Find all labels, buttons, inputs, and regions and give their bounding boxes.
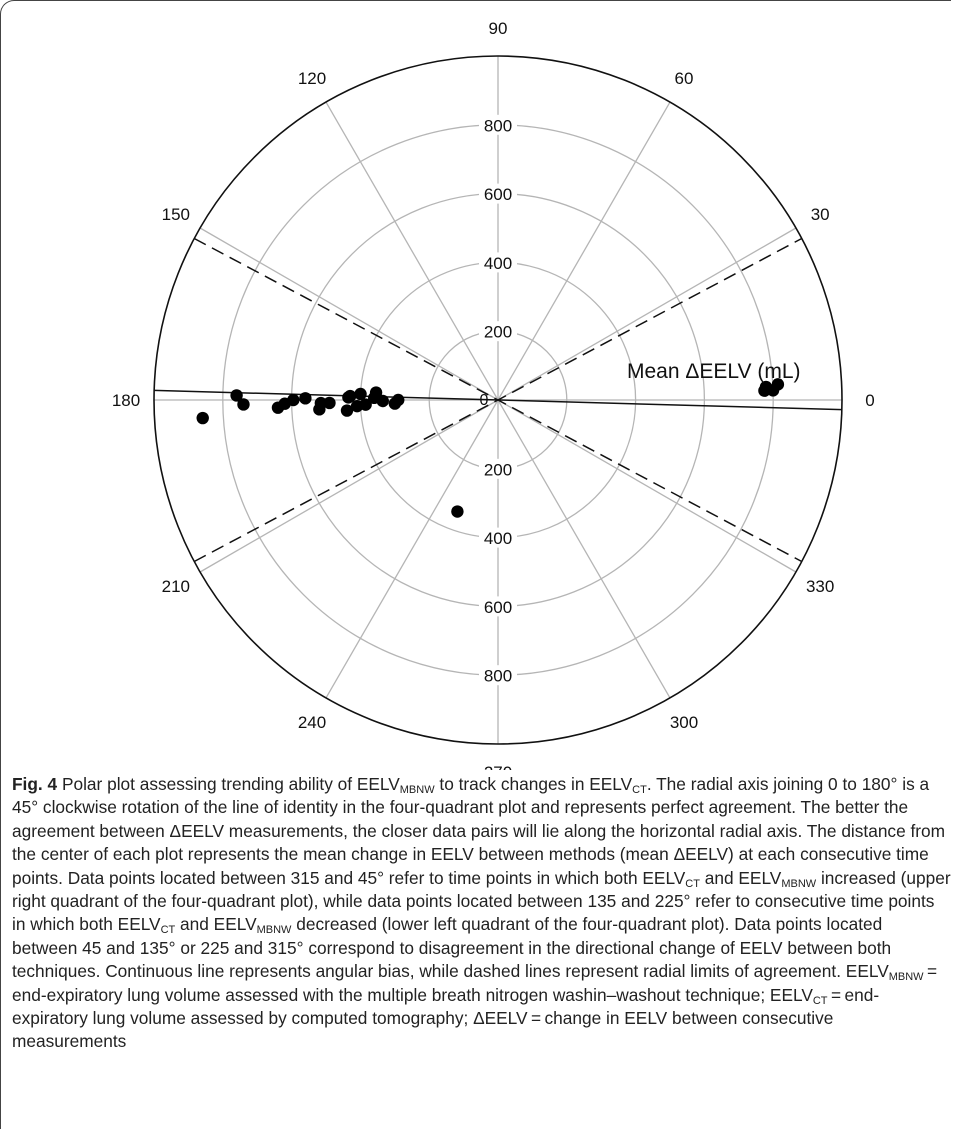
angle-tick-label: 0: [865, 391, 874, 410]
data-point: [323, 396, 336, 410]
agreement-lines: [154, 237, 842, 563]
caption-subscript: CT: [685, 877, 700, 890]
caption-subscript: CT: [812, 994, 828, 1007]
data-point: [354, 387, 367, 401]
caption-fragment: . The radial axis joining 0 to 180° is a…: [12, 774, 946, 888]
caption-subscript: MBNW: [781, 877, 817, 890]
spoke-210: [199, 399, 499, 573]
radial-tick-label: 400: [484, 529, 512, 548]
spoke-150: [199, 227, 499, 401]
spoke-300: [497, 399, 671, 699]
data-point: [299, 392, 312, 405]
data-point: [278, 397, 291, 410]
angle-tick-label: 330: [806, 577, 834, 596]
spoke-60: [497, 101, 671, 401]
data-point: [196, 411, 209, 425]
radial-tick-bg: [479, 252, 517, 273]
data-point: [451, 505, 464, 518]
radial-tick-label: 600: [484, 185, 512, 204]
caption-subscript: CT: [160, 924, 176, 937]
radial-axis-label: Mean ΔEELV (mL): [627, 360, 801, 383]
angle-tick-label: 270: [484, 763, 512, 770]
caption-fragment: and EELV: [175, 914, 257, 935]
radial-tick-label: 800: [484, 116, 512, 135]
radial-tick-bg: [479, 527, 517, 548]
caption-subscript: MBNW: [256, 924, 292, 937]
caption-text: Fig. 4 Polar plot assessing trending abi…: [12, 773, 952, 1054]
data-point: [230, 389, 243, 402]
figure-label: Fig. 4: [12, 774, 58, 794]
data-point: [369, 386, 383, 399]
caption-fragment: = end-expiratory lung volume assessed by…: [12, 984, 880, 1052]
data-point: [392, 393, 405, 407]
angle-tick-label: 120: [298, 69, 326, 88]
data-points: [196, 378, 785, 518]
radial-tick-label: 200: [484, 323, 512, 342]
data-point: [359, 398, 372, 411]
data-point: [343, 389, 357, 403]
data-point: [759, 380, 773, 394]
limit-of-agreement-line-2: [193, 237, 803, 563]
spoke-30: [497, 227, 797, 401]
caption-fragment: and EELV: [699, 867, 782, 888]
axis-labels: 200 200 400 400 600 600 800 800 0 0 30 60 90 120 150 18…: [112, 19, 875, 770]
caption-fragment: decreased (lower left quadrant of the fo…: [12, 914, 892, 982]
radial-tick-bg: [479, 596, 517, 617]
polar-plot: 200 200 400 400 600 600 800 800 0 0 30 60 90 120 150 18…: [112, 19, 875, 770]
data-point: [237, 398, 250, 411]
spoke-240: [325, 399, 499, 699]
data-point: [376, 394, 389, 408]
radial-tick-bg: [479, 183, 517, 204]
angle-tick-label: 180: [112, 391, 140, 410]
caption-fragment: to track changes in EELV: [434, 774, 633, 794]
caption-fragment: increased (upper right quadrant of the f…: [12, 867, 951, 935]
caption-fragment: = end-expiratory lung volume assessed wi…: [12, 961, 941, 1005]
angle-tick-label: 210: [162, 577, 190, 596]
radial-tick-bg: [479, 114, 517, 135]
caption-subscript: CT: [632, 784, 647, 796]
angle-tick-label: 300: [670, 713, 698, 732]
radial-tick-label: 800: [484, 667, 512, 686]
caption-fragment: Polar plot assessing trending ability of…: [57, 774, 400, 794]
outer-circle: [153, 55, 843, 745]
radial-tick-bg: [479, 458, 517, 479]
data-point: [340, 404, 354, 417]
spoke-120: [325, 101, 499, 401]
angle-tick-label: 90: [489, 19, 508, 38]
data-point: [314, 396, 328, 410]
radial-tick-bg: [479, 665, 517, 686]
caption-subscript: MBNW: [399, 784, 435, 796]
angle-tick-label: 150: [162, 205, 190, 224]
radial-tick-label: 600: [484, 598, 512, 617]
radial-tick-bg: [479, 321, 517, 342]
figure-caption: Fig. 4 Polar plot assessing trending abi…: [12, 773, 952, 1054]
data-point: [771, 378, 785, 391]
radial-tick-label: 400: [484, 254, 512, 273]
spoke-330: [497, 399, 797, 573]
caption-subscript: MBNW: [888, 971, 924, 984]
angle-tick-label: 240: [298, 713, 326, 732]
radial-tick-label: 0: [480, 392, 489, 409]
radial-tick-label: 200: [484, 460, 512, 479]
angle-tick-label: 30: [811, 205, 830, 224]
angle-tick-label: 60: [675, 69, 694, 88]
